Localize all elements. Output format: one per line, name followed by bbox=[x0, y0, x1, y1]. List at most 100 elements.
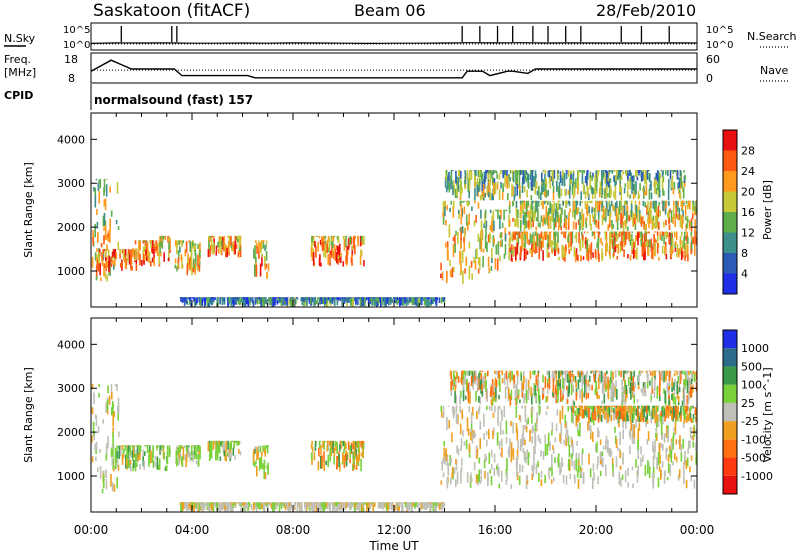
power-cell bbox=[306, 299, 308, 307]
power-cell bbox=[130, 267, 132, 271]
velocity-cell bbox=[557, 456, 560, 468]
velocity-cell bbox=[682, 462, 685, 474]
velocity-cell bbox=[629, 387, 631, 394]
power-cell bbox=[565, 244, 567, 250]
power-cell bbox=[312, 252, 315, 266]
velocity-cell bbox=[591, 412, 593, 423]
velocity-cell bbox=[522, 424, 525, 433]
power-cell bbox=[613, 175, 615, 182]
velocity-cell bbox=[485, 430, 488, 436]
power-cell bbox=[542, 186, 545, 192]
velocity-cell bbox=[534, 434, 537, 446]
power-cell bbox=[630, 203, 633, 217]
velocity-cell bbox=[692, 441, 695, 448]
velocity-cell bbox=[266, 502, 268, 504]
velocity-cell bbox=[480, 469, 482, 475]
power-cell bbox=[575, 222, 577, 230]
power-cell bbox=[213, 235, 215, 238]
power-cell bbox=[446, 271, 448, 284]
freq-tick-bottom-right: 0 bbox=[706, 72, 713, 85]
power-colorbar-tick: 24 bbox=[741, 165, 755, 178]
velocity-cell bbox=[327, 440, 329, 446]
velocity-cell bbox=[267, 466, 269, 475]
velocity-cell bbox=[537, 435, 540, 442]
velocity-cell bbox=[665, 448, 668, 461]
velocity-cell bbox=[527, 417, 529, 425]
velocity-cell bbox=[420, 502, 423, 509]
velocity-cell bbox=[559, 462, 561, 476]
power-colorbar-tick: 8 bbox=[741, 247, 748, 260]
power-cell bbox=[190, 302, 193, 307]
velocity-cell bbox=[460, 469, 462, 484]
velocity-cell bbox=[579, 412, 582, 417]
power-cell bbox=[293, 298, 296, 307]
velocity-cell bbox=[226, 502, 229, 512]
velocity-cell bbox=[350, 444, 352, 453]
velocity-cell bbox=[516, 449, 519, 460]
power-cell bbox=[658, 201, 660, 206]
power-cell bbox=[525, 177, 527, 183]
velocity-cell bbox=[308, 507, 311, 511]
velocity-cell bbox=[542, 451, 545, 460]
power-cell bbox=[519, 170, 522, 176]
velocity-cell bbox=[219, 456, 222, 461]
power-cell bbox=[618, 170, 620, 177]
power-cell bbox=[473, 257, 475, 264]
power-cell bbox=[250, 297, 253, 300]
velocity-cell bbox=[325, 440, 327, 442]
power-cell bbox=[694, 232, 696, 244]
power-cell bbox=[601, 200, 604, 203]
power-cell bbox=[529, 248, 532, 254]
power-cell bbox=[323, 248, 325, 253]
freq-tick-top-left: 18 bbox=[64, 53, 78, 66]
power-cell bbox=[553, 231, 556, 237]
velocity-cell bbox=[477, 474, 479, 483]
power-cell bbox=[350, 236, 353, 245]
velocity-cell bbox=[629, 405, 632, 413]
velocity-cell bbox=[343, 454, 345, 463]
power-colorbar-swatch bbox=[723, 150, 737, 171]
power-cell bbox=[343, 235, 346, 237]
power-cell bbox=[565, 217, 567, 230]
power-cell bbox=[671, 231, 673, 234]
velocity-cell bbox=[597, 376, 600, 384]
velocity-cell bbox=[299, 506, 301, 512]
power-cell bbox=[457, 232, 459, 245]
velocity-cell bbox=[222, 502, 224, 510]
power-cell bbox=[641, 173, 643, 180]
power-cell bbox=[583, 170, 586, 174]
velocity-cell bbox=[576, 440, 578, 446]
power-cell bbox=[604, 231, 607, 240]
power-cell bbox=[346, 297, 348, 303]
velocity-cell bbox=[595, 380, 597, 393]
velocity-cell bbox=[449, 455, 451, 466]
power-cell bbox=[515, 202, 518, 216]
power-cell bbox=[629, 254, 632, 261]
velocity-cell bbox=[566, 390, 569, 398]
power-cell bbox=[370, 298, 372, 303]
power-cell bbox=[493, 220, 495, 231]
velocity-cell bbox=[360, 440, 362, 448]
velocity-cell bbox=[476, 453, 478, 459]
velocity-cell bbox=[640, 388, 643, 393]
power-cell bbox=[197, 297, 199, 299]
power-cell bbox=[330, 237, 333, 242]
power-cell bbox=[264, 244, 266, 251]
velocity-cell bbox=[565, 434, 567, 439]
power-cell bbox=[586, 170, 589, 173]
power-cell bbox=[460, 170, 462, 180]
power-cell bbox=[615, 174, 617, 181]
velocity-cell bbox=[646, 419, 649, 424]
velocity-cell bbox=[191, 445, 193, 456]
power-cell bbox=[266, 272, 268, 279]
velocity-cell bbox=[355, 449, 357, 460]
power-cell bbox=[566, 200, 569, 204]
velocity-cell bbox=[652, 473, 655, 488]
velocity-cell bbox=[482, 382, 485, 389]
velocity-cell bbox=[455, 459, 458, 471]
velocity-cell bbox=[333, 502, 336, 510]
velocity-cell bbox=[574, 475, 576, 484]
power-cell bbox=[106, 244, 108, 250]
velocity-cell bbox=[456, 479, 459, 484]
